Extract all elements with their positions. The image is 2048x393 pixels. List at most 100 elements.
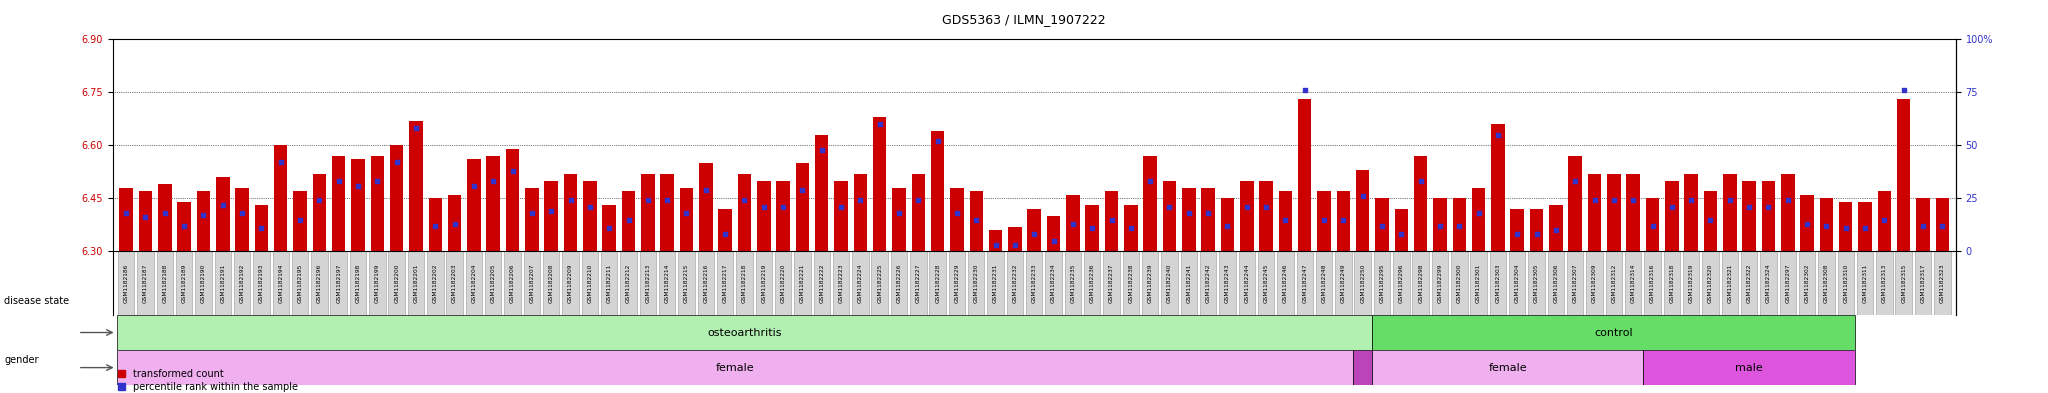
Point: [805, 147, 838, 153]
Text: GSM1182323: GSM1182323: [1939, 263, 1946, 303]
Point: [690, 187, 723, 193]
Point: [573, 204, 606, 210]
Text: GSM1182238: GSM1182238: [1128, 263, 1133, 303]
Bar: [1356, 170, 1370, 252]
Bar: [1858, 252, 1874, 315]
Bar: [467, 160, 481, 252]
Bar: [563, 174, 578, 252]
Bar: [117, 350, 1354, 385]
Text: GSM1182305: GSM1182305: [1534, 263, 1540, 303]
Bar: [717, 252, 733, 315]
Text: GSM1182233: GSM1182233: [1032, 263, 1036, 303]
Point: [438, 220, 471, 227]
Bar: [1065, 252, 1081, 315]
Point: [1481, 132, 1513, 138]
Point: [1907, 223, 1939, 229]
Bar: [313, 174, 326, 252]
Bar: [1470, 252, 1487, 315]
Text: GSM1182306: GSM1182306: [1552, 263, 1559, 303]
Bar: [776, 181, 791, 252]
Point: [1772, 197, 1804, 204]
Point: [1751, 204, 1784, 210]
Bar: [139, 191, 152, 252]
Text: GSM1182198: GSM1182198: [356, 263, 360, 303]
Bar: [1374, 252, 1391, 315]
Text: GSM1182201: GSM1182201: [414, 263, 418, 303]
Point: [651, 197, 684, 204]
Bar: [1491, 124, 1505, 252]
Bar: [293, 191, 307, 252]
Text: GSM1182235: GSM1182235: [1071, 263, 1075, 303]
Point: [979, 242, 1012, 248]
Point: [516, 210, 549, 216]
Bar: [1239, 252, 1255, 315]
Bar: [872, 117, 887, 252]
Bar: [1702, 252, 1718, 315]
Bar: [408, 252, 424, 315]
Bar: [909, 252, 926, 315]
Text: GSM1182216: GSM1182216: [702, 264, 709, 303]
Point: [1366, 223, 1399, 229]
Bar: [1354, 252, 1370, 315]
Bar: [543, 252, 559, 315]
Text: GSM1182237: GSM1182237: [1110, 263, 1114, 303]
Bar: [1393, 252, 1409, 315]
Text: GSM1182192: GSM1182192: [240, 263, 244, 303]
Point: [1231, 204, 1264, 210]
Bar: [641, 174, 655, 252]
Bar: [1239, 181, 1253, 252]
Text: GSM1182188: GSM1182188: [162, 263, 168, 303]
Bar: [1798, 252, 1815, 315]
Point: [1829, 225, 1862, 231]
Bar: [1722, 252, 1739, 315]
Text: GSM1182205: GSM1182205: [492, 263, 496, 303]
Bar: [1104, 252, 1120, 315]
Bar: [119, 188, 133, 252]
Text: GSM1182311: GSM1182311: [1862, 264, 1868, 303]
Bar: [1743, 181, 1755, 252]
Text: GSM1182189: GSM1182189: [182, 263, 186, 303]
Bar: [1683, 174, 1698, 252]
Point: [1790, 220, 1823, 227]
Point: [360, 178, 393, 185]
Bar: [1606, 252, 1622, 315]
Bar: [1278, 252, 1294, 315]
Text: GSM1182236: GSM1182236: [1090, 263, 1096, 303]
Text: GSM1182297: GSM1182297: [1786, 263, 1790, 303]
Bar: [1083, 252, 1100, 315]
Bar: [158, 184, 172, 252]
Point: [612, 217, 645, 223]
Bar: [600, 252, 616, 315]
Point: [766, 204, 799, 210]
Bar: [1896, 252, 1913, 315]
Point: [477, 178, 510, 185]
Point: [1423, 223, 1456, 229]
Bar: [428, 198, 442, 252]
Bar: [1298, 99, 1311, 252]
Text: GSM1182221: GSM1182221: [801, 263, 805, 303]
Text: GSM1182186: GSM1182186: [123, 264, 129, 303]
Bar: [756, 252, 772, 315]
Text: GSM1182206: GSM1182206: [510, 263, 516, 303]
Bar: [215, 252, 231, 315]
Text: gender: gender: [4, 354, 39, 365]
Text: GSM1182229: GSM1182229: [954, 263, 958, 303]
Point: [631, 197, 664, 204]
Point: [285, 217, 317, 223]
Point: [1114, 225, 1147, 231]
Bar: [233, 252, 250, 315]
Bar: [1372, 350, 1642, 385]
Text: control: control: [1595, 327, 1632, 338]
Point: [457, 182, 489, 189]
Point: [1655, 204, 1688, 210]
Point: [1153, 204, 1186, 210]
Bar: [893, 188, 905, 252]
Point: [1925, 223, 1958, 229]
Bar: [1917, 198, 1929, 252]
Bar: [369, 252, 385, 315]
Text: GSM1182202: GSM1182202: [432, 263, 438, 303]
Bar: [1161, 252, 1178, 315]
Bar: [582, 252, 598, 315]
Text: GSM1182211: GSM1182211: [606, 264, 612, 303]
Bar: [1376, 198, 1389, 252]
